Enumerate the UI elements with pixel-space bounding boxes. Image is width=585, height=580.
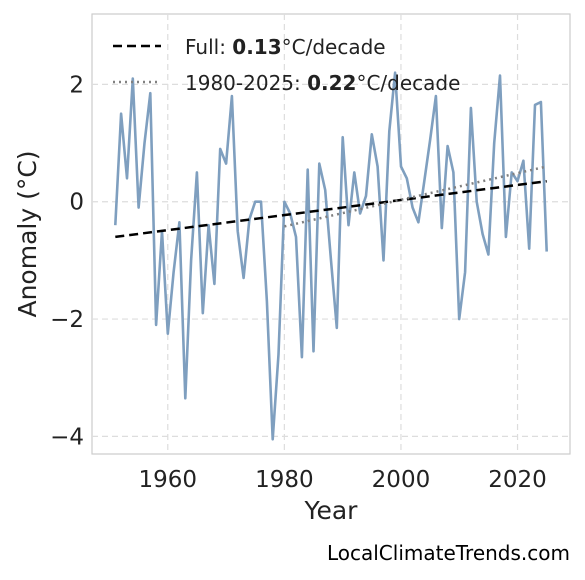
- legend-recent-suffix: °C/decade: [356, 71, 460, 95]
- y-tick-label: −2: [50, 307, 84, 333]
- y-tick-labels: −4 −2 0 2: [50, 72, 84, 450]
- x-tick-label: 2020: [488, 467, 547, 493]
- legend-full-suffix: °C/decade: [282, 35, 386, 59]
- legend-recent-prefix: 1980-2025:: [185, 71, 307, 95]
- trend-full-line: [115, 179, 547, 239]
- x-tick-label: 2000: [372, 467, 431, 493]
- y-tick-label: 2: [69, 72, 84, 98]
- legend-label-full: Full: 0.13°C/decade: [185, 35, 386, 59]
- y-tick-label: −4: [50, 424, 84, 450]
- legend-recent-value: 0.22: [307, 71, 356, 95]
- x-tick-label: 1980: [255, 467, 314, 493]
- legend: Full: 0.13°C/decade 1980-2025: 0.22°C/de…: [113, 35, 460, 95]
- x-tick-labels: 1960 1980 2000 2020: [139, 467, 547, 493]
- legend-full-value: 0.13: [232, 35, 281, 59]
- legend-label-recent: 1980-2025: 0.22°C/decade: [185, 71, 460, 95]
- legend-full-prefix: Full:: [185, 35, 232, 59]
- y-axis-label: Anomaly (°C): [13, 150, 42, 317]
- x-axis-label: Year: [304, 496, 359, 525]
- x-tick-label: 1960: [139, 467, 198, 493]
- series-layer: [114, 71, 548, 441]
- y-tick-label: 0: [69, 190, 84, 216]
- anomaly-line: [114, 71, 548, 441]
- watermark: LocalClimateTrends.com: [327, 541, 570, 565]
